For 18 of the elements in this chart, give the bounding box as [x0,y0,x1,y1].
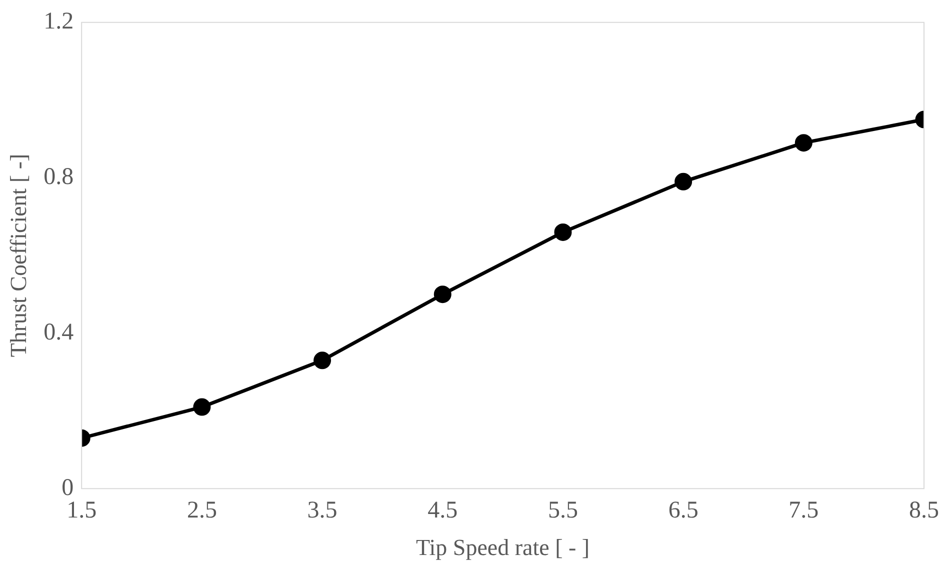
point [554,223,572,241]
y-axis-title: Thrust Coefficient [ -] [6,154,31,358]
x-tick-label: 2.5 [186,497,217,524]
x-axis-title: Tip Speed rate [ - ] [416,535,590,560]
y-tick-label: 0.4 [44,319,74,346]
point [193,398,211,416]
x-tick-label: 8.5 [909,497,939,524]
x-tick-label: 4.5 [428,497,458,524]
point [794,134,812,152]
y-tick-label: 1.2 [44,8,74,35]
x-tick-label: 5.5 [548,497,578,524]
y-tick-label: 0.8 [44,164,74,190]
point [434,286,452,304]
x-tick-label: 7.5 [788,497,819,524]
x-tick-label: 3.5 [307,497,338,524]
x-tick-label: 6.5 [668,497,698,524]
point [674,172,692,190]
point [314,352,332,370]
